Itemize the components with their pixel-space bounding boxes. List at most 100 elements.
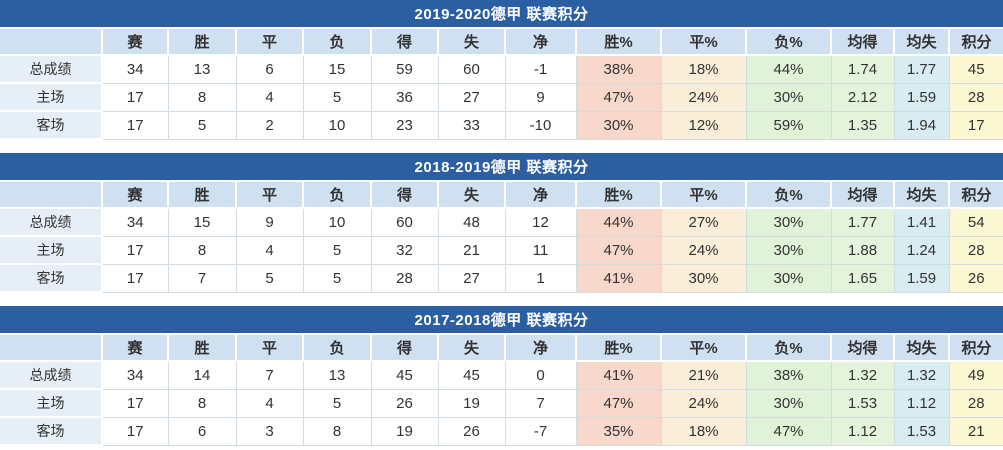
data-cell: 12% (660, 110, 747, 140)
row-label: 主场 (0, 388, 103, 418)
data-cell: 47% (575, 82, 662, 112)
data-cell: -10 (504, 110, 577, 140)
data-cell: 4 (235, 235, 304, 265)
data-cell: 5 (235, 263, 304, 293)
data-cell: 17 (948, 110, 1003, 140)
season-table-2018-2019: 2018-2019德甲 联赛积分 赛胜平负得失净胜% 平% 负% 均得 均失 积分 总成绩… (0, 153, 1003, 293)
data-cell: 30% (745, 388, 832, 418)
data-cell: 26 (948, 263, 1003, 293)
data-cell: 47% (575, 388, 662, 418)
column-header: 负 (302, 27, 372, 56)
data-cell: 34 (101, 54, 169, 84)
data-cell: 30% (575, 110, 662, 140)
row-label-column-header (0, 180, 103, 209)
data-cell: 4 (235, 82, 304, 112)
data-cell: 1.41 (893, 207, 950, 237)
row-label-column-header (0, 333, 103, 362)
data-cell: 14 (167, 360, 237, 390)
data-cell: 4 (235, 388, 304, 418)
column-header: 胜 (167, 333, 237, 362)
data-cell: 41% (575, 263, 662, 293)
table-row: 客场 17 6 3 8 19 26 -7 35% 18% 47% 1.12 1.53 21 (0, 416, 1003, 446)
column-header: 失 (437, 27, 506, 56)
data-cell: 15 (302, 54, 372, 84)
data-cell: 8 (167, 235, 237, 265)
column-header: 平% (660, 27, 747, 56)
data-cell: 26 (370, 388, 439, 418)
data-cell: 6 (235, 54, 304, 84)
data-cell: 1.88 (830, 235, 895, 265)
data-cell: 28 (948, 388, 1003, 418)
data-cell: 1.53 (830, 388, 895, 418)
data-cell: 17 (101, 388, 169, 418)
column-header: 积分 (948, 180, 1003, 209)
data-cell: 24% (660, 235, 747, 265)
column-header: 净 (504, 27, 577, 56)
data-cell: 1.59 (893, 82, 950, 112)
column-header: 得 (370, 180, 439, 209)
data-cell: 5 (302, 388, 372, 418)
table-row: 总成绩 34 15 9 10 60 48 12 44% 27% 30% 1.77 1.41 54 (0, 207, 1003, 237)
season-table-2019-2020: 2019-2020德甲 联赛积分 赛胜平负得失净胜% 平% 负% 均得 均失 积分 总成绩… (0, 0, 1003, 140)
data-cell: 45 (370, 360, 439, 390)
data-cell: 28 (948, 235, 1003, 265)
row-label: 客场 (0, 110, 103, 140)
column-header: 胜 (167, 180, 237, 209)
column-header: 负% (745, 180, 832, 209)
row-label: 客场 (0, 416, 103, 446)
table-row: 主场 17 8 4 5 36 27 9 47% 24% 30% 2.12 1.59 28 (0, 82, 1003, 112)
data-cell: 26 (437, 416, 506, 446)
season-table-2017-2018: 2017-2018德甲 联赛积分 赛胜平负得失净胜% 平% 负% 均得 均失 积分 总成绩… (0, 306, 1003, 446)
table-title: 2019-2020德甲 联赛积分 (0, 0, 1003, 27)
column-header: 平 (235, 333, 304, 362)
data-cell: 10 (302, 207, 372, 237)
data-cell: 41% (575, 360, 662, 390)
data-cell: 17 (101, 82, 169, 112)
row-label: 总成绩 (0, 54, 103, 84)
row-label-column-header (0, 27, 103, 56)
column-header: 胜% (575, 180, 662, 209)
data-cell: 1 (504, 263, 577, 293)
data-cell: 27% (660, 207, 747, 237)
data-cell: 0 (504, 360, 577, 390)
data-cell: 30% (745, 82, 832, 112)
stats-table: 赛胜平负得失净胜% 平% 负% 均得 均失 积分 总成绩 34 14 7 13 45 45 0 41% 21… (0, 333, 1003, 446)
column-header: 负 (302, 180, 372, 209)
data-cell: 23 (370, 110, 439, 140)
table-row: 客场 17 5 2 10 23 33 -10 30% 12% 59% 1.35 1.94 17 (0, 110, 1003, 140)
data-cell: 1.32 (893, 360, 950, 390)
data-cell: 21 (437, 235, 506, 265)
data-cell: 21 (948, 416, 1003, 446)
stats-table: 赛胜平负得失净胜% 平% 负% 均得 均失 积分 总成绩 34 15 9 10 60 48 12 44% 2… (0, 180, 1003, 293)
data-cell: 1.24 (893, 235, 950, 265)
data-cell: 30% (660, 263, 747, 293)
data-cell: -7 (504, 416, 577, 446)
column-header: 赛 (101, 333, 169, 362)
column-header: 得 (370, 27, 439, 56)
data-cell: 28 (370, 263, 439, 293)
data-cell: 5 (302, 82, 372, 112)
data-cell: 59 (370, 54, 439, 84)
table-row: 主场 17 8 4 5 26 19 7 47% 24% 30% 1.53 1.12 28 (0, 388, 1003, 418)
row-label: 主场 (0, 82, 103, 112)
column-header: 均得 (830, 27, 895, 56)
data-cell: 47% (745, 416, 832, 446)
data-cell: 30% (745, 207, 832, 237)
data-cell: 36 (370, 82, 439, 112)
row-label: 总成绩 (0, 360, 103, 390)
data-cell: 1.77 (893, 54, 950, 84)
data-cell: 11 (504, 235, 577, 265)
data-cell: 24% (660, 388, 747, 418)
data-cell: 35% (575, 416, 662, 446)
data-cell: 59% (745, 110, 832, 140)
table-row: 客场 17 7 5 5 28 27 1 41% 30% 30% 1.65 1.59 26 (0, 263, 1003, 293)
data-cell: 13 (302, 360, 372, 390)
header-row: 赛胜平负得失净胜% 平% 负% 均得 均失 积分 (0, 180, 1003, 209)
data-cell: 17 (101, 235, 169, 265)
column-header: 负 (302, 333, 372, 362)
column-header: 胜% (575, 27, 662, 56)
data-cell: 1.74 (830, 54, 895, 84)
data-cell: 5 (302, 263, 372, 293)
data-cell: 10 (302, 110, 372, 140)
